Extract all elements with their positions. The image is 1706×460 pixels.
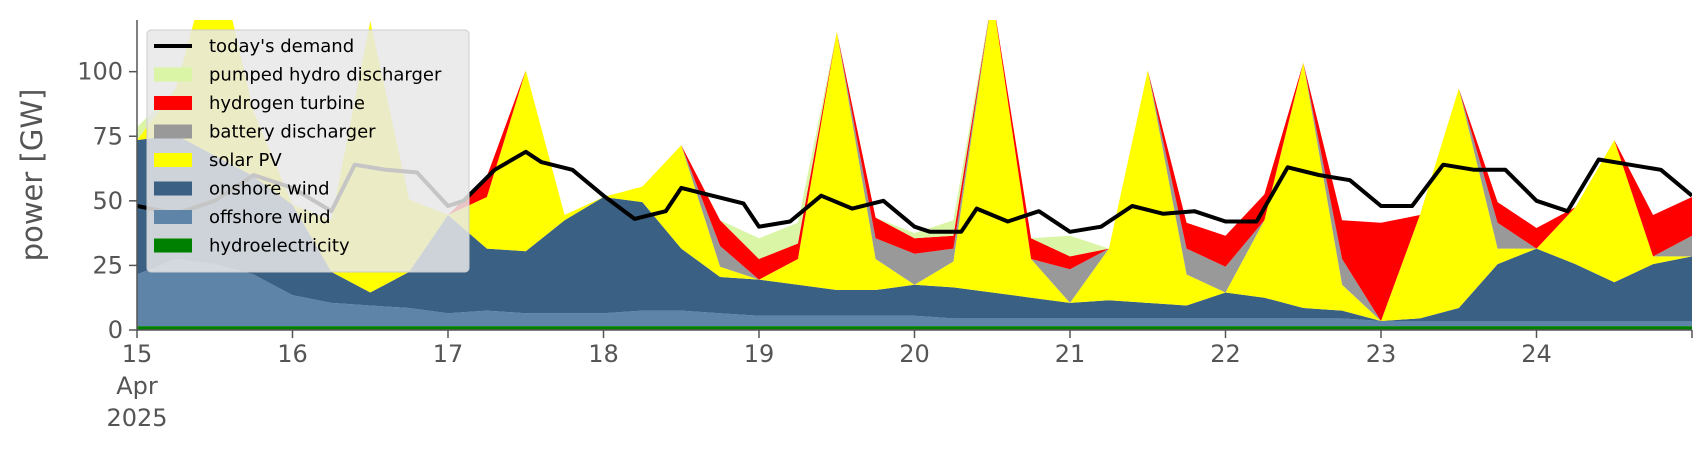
area-battery-discharger [137, 20, 1692, 321]
legend-box [146, 29, 470, 273]
legend-swatch-solar-pv [154, 153, 192, 167]
legend-swatch-battery-discharger [154, 124, 192, 139]
legend-swatch-onshore-wind [154, 181, 192, 196]
area-onshore-wind [137, 135, 1692, 321]
legend-label-onshore-wind: onshore wind [209, 179, 330, 200]
x-tick-label: 16 [277, 340, 308, 368]
x-tick-label: 24 [1521, 340, 1552, 368]
x-tick-label: Apr [116, 372, 158, 400]
y-tick-label: 0 [108, 316, 123, 344]
legend: today's demand pumped hydro discharger hyd… [146, 29, 470, 273]
legend-swatch-hydroelectricity [154, 238, 192, 253]
legend-label-today-s-demand: today's demand [209, 36, 354, 57]
legend-label-pumped-hydro-discharger: pumped hydro discharger [209, 65, 442, 86]
y-axis-label: power [GW] [15, 89, 49, 262]
x-tick-label: 20 [899, 340, 930, 368]
legend-swatch-offshore-wind [154, 210, 192, 224]
x-tick-label: 18 [588, 340, 619, 368]
stacked-areas [137, 20, 1692, 330]
y-tick-label: 50 [92, 187, 123, 215]
legend-label-offshore-wind: offshore wind [209, 207, 331, 228]
x-tick-label: 2025 [106, 404, 167, 432]
legend-label-hydrogen-turbine: hydrogen turbine [209, 93, 365, 114]
legend-swatch-pumped-hydro-discharger [154, 67, 192, 82]
axes: 0 25 50 75 100 15 Apr 2025 16 17 18 19 20 21 22 23 24 [77, 20, 1693, 432]
x-tick-label: 15 [122, 340, 153, 368]
legend-label-battery-discharger: battery discharger [209, 122, 376, 143]
area-hydroelectricity [137, 326, 1692, 330]
area-offshore-wind [137, 259, 1692, 327]
x-tick-label: 22 [1210, 340, 1241, 368]
y-tick-label: 25 [92, 251, 123, 279]
y-tick-label: 100 [77, 58, 123, 86]
area-solar-pv [137, 20, 1692, 321]
legend-label-solar-pv: solar PV [209, 150, 282, 171]
x-tick-label: 23 [1366, 340, 1397, 368]
legend-swatch-hydrogen-turbine [154, 96, 192, 110]
x-tick-label: 21 [1055, 340, 1086, 368]
x-tick-label: 19 [744, 340, 775, 368]
legend-label-hydroelectricity: hydroelectricity [209, 236, 350, 257]
y-tick-label: 75 [92, 122, 123, 150]
x-tick-label: 17 [433, 340, 464, 368]
